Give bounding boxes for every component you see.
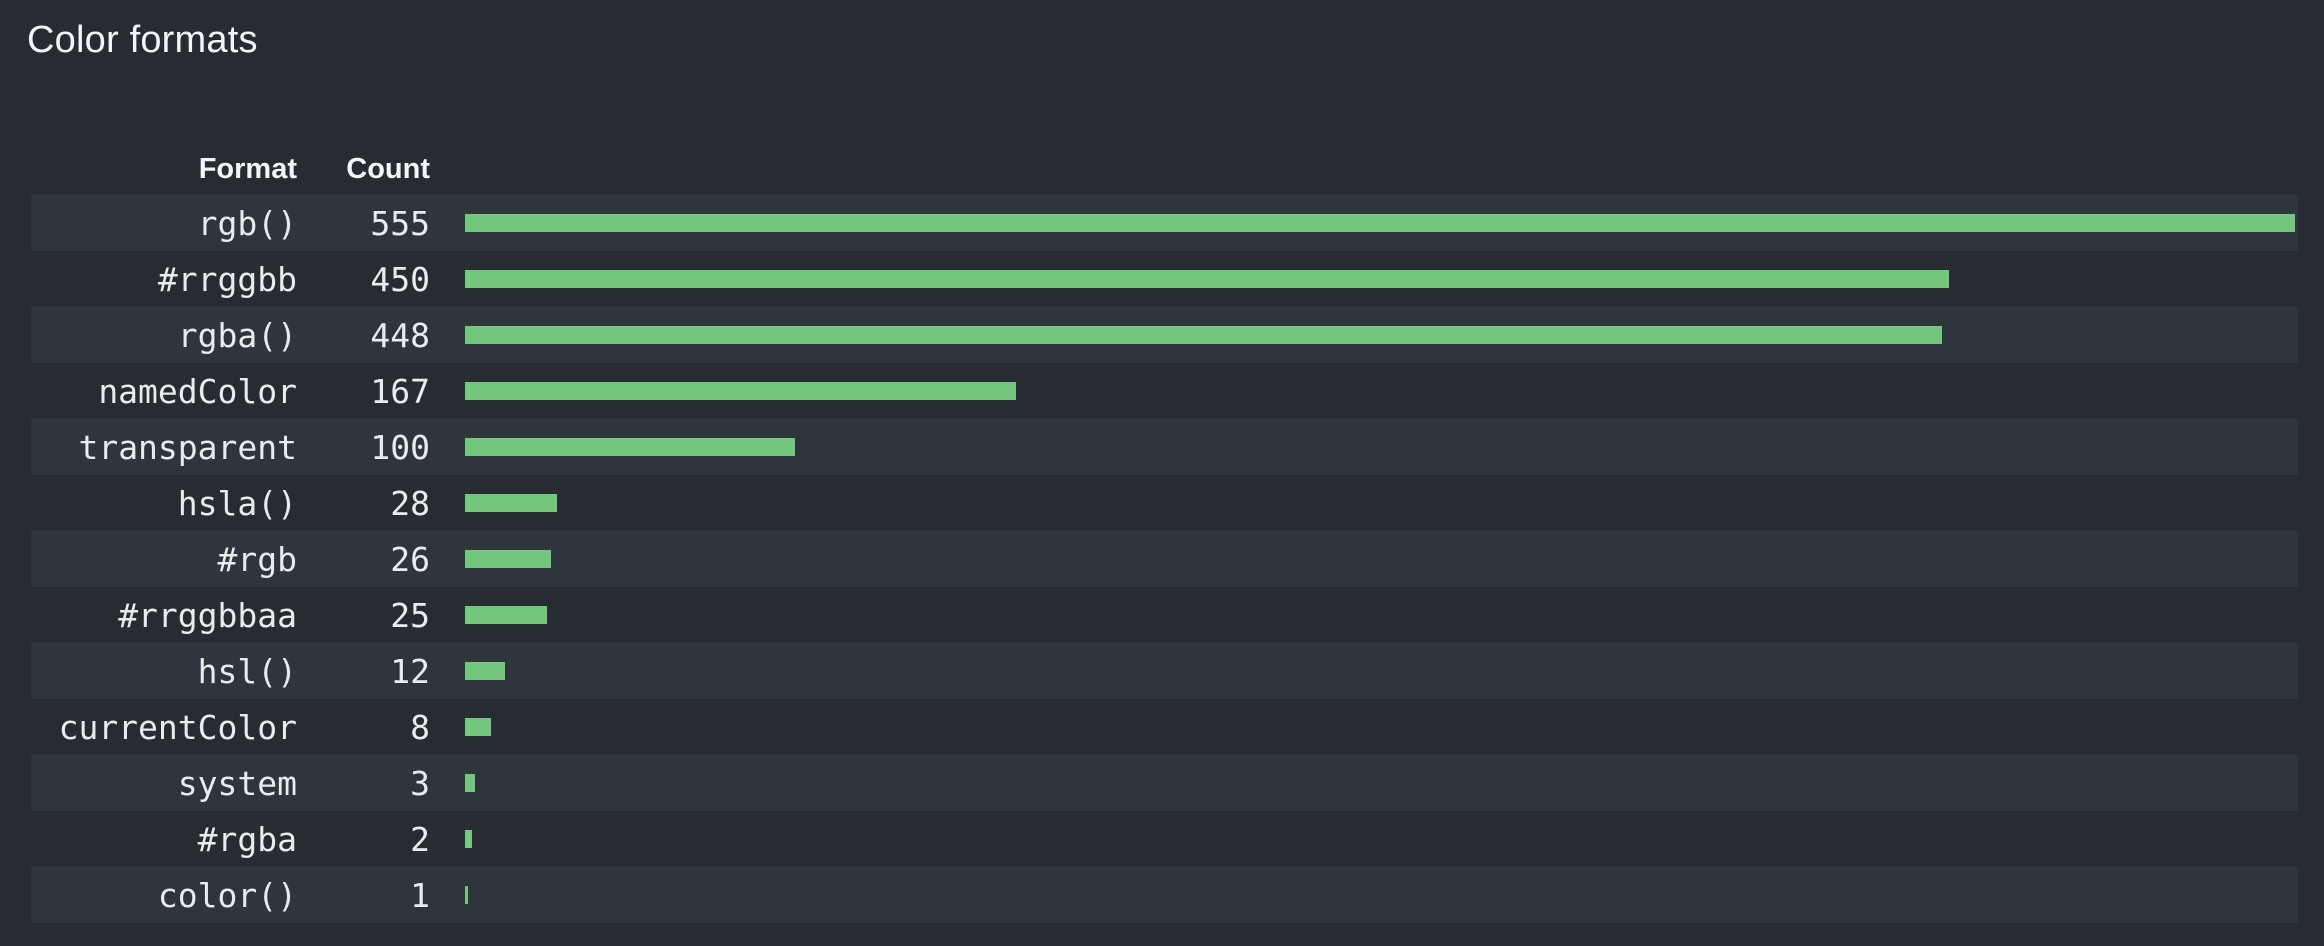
table-row: hsl() 12	[31, 643, 2298, 699]
format-cell: #rgb	[217, 539, 297, 579]
color-formats-table: Format Count rgb() 555 #rrggbb 450 rgba(…	[31, 144, 2298, 923]
count-cell: 25	[390, 595, 430, 635]
count-cell: 28	[390, 483, 430, 523]
count-cell: 8	[410, 707, 430, 747]
table-row: #rgba 2	[31, 811, 2298, 867]
format-cell: rgba()	[177, 315, 297, 355]
bar	[465, 886, 469, 904]
chart-title: Color formats	[27, 19, 258, 61]
bar-track	[465, 382, 2295, 400]
table-row: rgb() 555	[31, 195, 2298, 251]
bar	[465, 550, 551, 568]
format-cell: currentColor	[58, 707, 297, 747]
table-row: rgba() 448	[31, 307, 2298, 363]
count-cell: 26	[390, 539, 430, 579]
count-cell: 450	[370, 259, 430, 299]
bar	[465, 662, 505, 680]
format-cell: transparent	[78, 427, 297, 467]
format-cell: rgb()	[197, 203, 297, 243]
table-row: #rrggbb 450	[31, 251, 2298, 307]
format-cell: #rrggbbaa	[118, 595, 297, 635]
count-column-header: Count	[346, 153, 430, 185]
count-cell: 1	[410, 875, 430, 915]
bar	[465, 494, 558, 512]
table-row: color() 1	[31, 867, 2298, 923]
format-cell: hsla()	[177, 483, 297, 523]
format-cell: namedColor	[98, 371, 297, 411]
count-cell: 555	[370, 203, 430, 243]
bar	[465, 270, 1949, 288]
format-cell: color()	[157, 875, 297, 915]
bar	[465, 606, 548, 624]
bar-track	[465, 662, 2295, 680]
bar-track	[465, 886, 2295, 904]
format-cell: #rrggbb	[157, 259, 297, 299]
bar-track	[465, 550, 2295, 568]
table-row: namedColor 167	[31, 363, 2298, 419]
format-column-header: Format	[198, 153, 297, 185]
bar	[465, 382, 1016, 400]
bar-track	[465, 718, 2295, 736]
format-cell: #rgba	[197, 819, 297, 859]
bar-track	[465, 774, 2295, 792]
count-cell: 2	[410, 819, 430, 859]
bar	[465, 326, 1943, 344]
table-row: #rrggbbaa 25	[31, 587, 2298, 643]
count-cell: 12	[390, 651, 430, 691]
bar	[465, 718, 492, 736]
count-cell: 448	[370, 315, 430, 355]
chart-rows: rgb() 555 #rrggbb 450 rgba() 448 namedCo…	[31, 195, 2298, 923]
table-row: currentColor 8	[31, 699, 2298, 755]
bar	[465, 830, 472, 848]
bar	[465, 774, 475, 792]
bar-track	[465, 830, 2295, 848]
bar	[465, 438, 795, 456]
count-cell: 3	[410, 763, 430, 803]
bar-track	[465, 326, 2295, 344]
count-cell: 167	[370, 371, 430, 411]
bar-track	[465, 214, 2295, 232]
bar	[465, 214, 2295, 232]
table-row: system 3	[31, 755, 2298, 811]
format-cell: hsl()	[197, 651, 297, 691]
table-row: hsla() 28	[31, 475, 2298, 531]
table-row: transparent 100	[31, 419, 2298, 475]
bar-track	[465, 270, 2295, 288]
count-cell: 100	[370, 427, 430, 467]
bar-track	[465, 606, 2295, 624]
bar-track	[465, 494, 2295, 512]
table-header-row: Format Count	[31, 144, 2298, 195]
bar-track	[465, 438, 2295, 456]
format-cell: system	[177, 763, 297, 803]
table-row: #rgb 26	[31, 531, 2298, 587]
